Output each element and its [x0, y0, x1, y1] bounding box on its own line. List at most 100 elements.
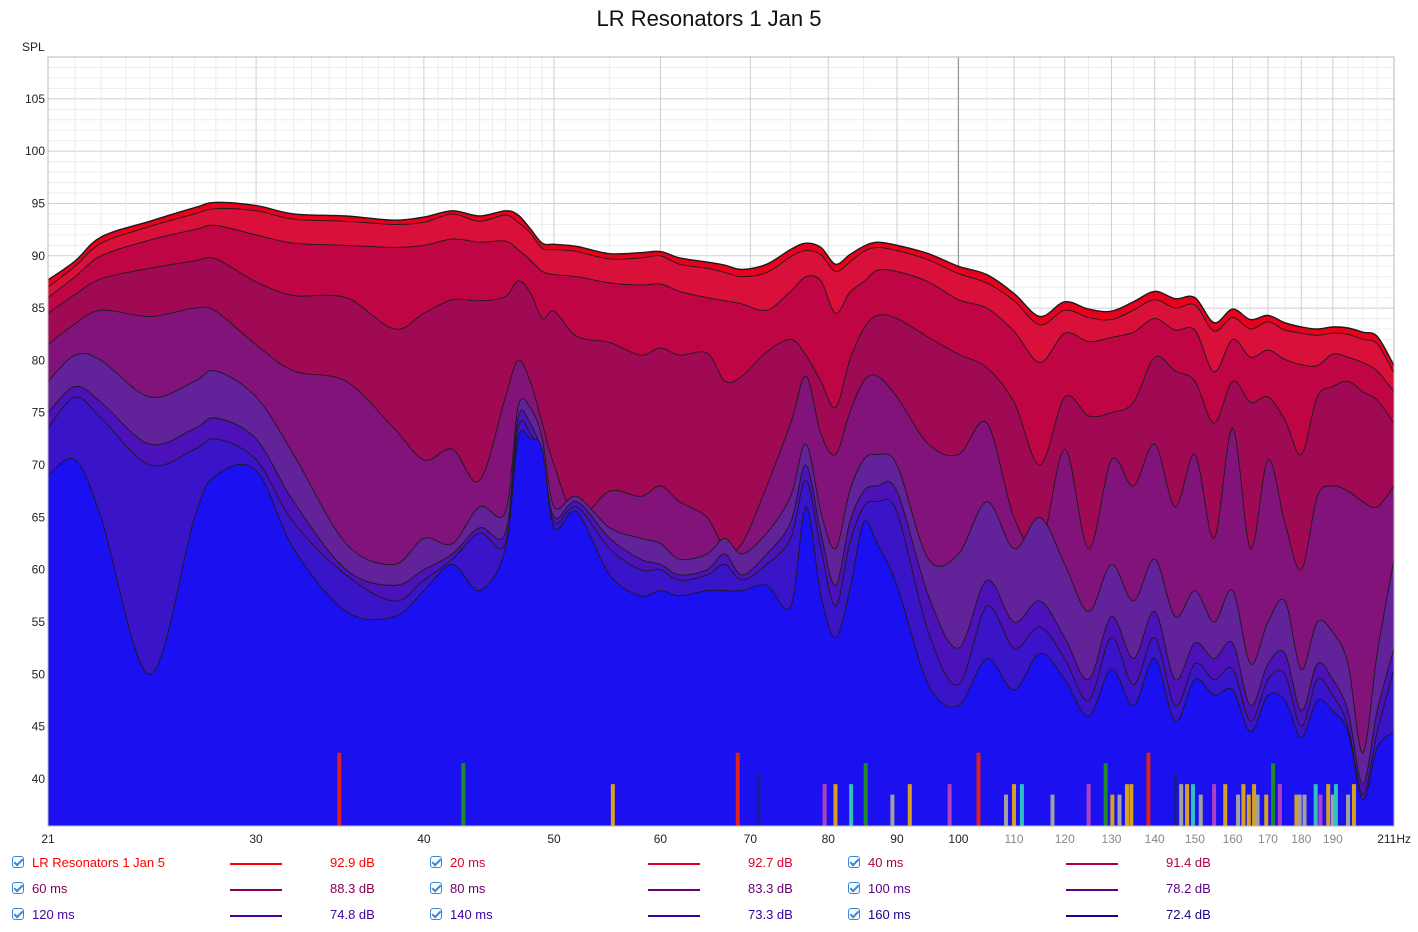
marker-24 [1173, 773, 1178, 826]
y-tick-label: 70 [32, 458, 46, 472]
series-line-8 [48, 429, 1394, 801]
y-tick-label: 75 [32, 406, 46, 420]
marker-12 [976, 752, 981, 826]
legend-item[interactable]: 40 ms 91.4 dB [848, 852, 1248, 876]
marker-31 [1236, 794, 1241, 826]
marker-10 [907, 784, 912, 826]
marker-30 [1223, 784, 1228, 826]
legend-item[interactable]: LR Resonators 1 Jan 5 92.9 dB [12, 852, 412, 876]
marker-29 [1212, 784, 1217, 826]
marker-16 [1050, 794, 1055, 826]
series-line-6 [48, 385, 1394, 785]
legend-value: 72.4 dB [1166, 907, 1211, 922]
y-tick-label: 90 [32, 249, 46, 263]
legend-checkbox[interactable] [12, 882, 24, 894]
x-tick-label: 211Hz [1377, 832, 1411, 846]
legend-checkbox[interactable] [848, 908, 860, 920]
x-tick-label: 21 [41, 832, 55, 846]
marker-28 [1198, 794, 1203, 826]
marker-26 [1185, 784, 1190, 826]
marker-15 [1019, 784, 1024, 826]
series-line-5 [48, 353, 1394, 754]
legend-series-name: 140 ms [450, 907, 493, 922]
x-tick-label: 90 [890, 832, 904, 846]
y-tick-labels: 40 45 50 55 60 65 70 75 80 85 90 95 100 105 [25, 92, 45, 786]
legend-checkbox[interactable] [848, 856, 860, 868]
y-tick-label: 80 [32, 353, 46, 367]
legend-item[interactable]: 20 ms 92.7 dB [430, 852, 830, 876]
marker-2 [610, 784, 615, 826]
marker-40 [1297, 794, 1302, 826]
legend-checkbox[interactable] [430, 856, 442, 868]
x-tick-label: 30 [249, 832, 263, 846]
series-line-2 [48, 224, 1394, 393]
marker-25 [1179, 784, 1184, 826]
marker-22 [1129, 784, 1134, 826]
series-line-4 [48, 306, 1394, 571]
legend-checkbox[interactable] [848, 882, 860, 894]
legend-series-name: 40 ms [868, 855, 904, 870]
series-line-1 [48, 208, 1394, 374]
legend-series-name: 120 ms [32, 907, 75, 922]
x-tick-label: 160 [1223, 832, 1243, 846]
spl-waterfall-chart[interactable]: 40 45 50 55 60 65 70 75 80 85 90 95 100 105 21 30 40 50 6… [0, 0, 1418, 852]
legend-value: 74.8 dB [330, 907, 375, 922]
legend-series-name: 20 ms [450, 855, 486, 870]
series-line-3 [48, 257, 1394, 466]
y-tick-label: 105 [25, 92, 45, 106]
legend-value: 83.3 dB [748, 881, 793, 896]
x-tick-label: 50 [547, 832, 561, 846]
y-tick-label: 40 [32, 772, 46, 786]
x-tick-label: 130 [1101, 832, 1121, 846]
legend-line-swatch [230, 915, 282, 917]
marker-33 [1246, 794, 1251, 826]
y-tick-label: 65 [32, 510, 46, 524]
x-tick-label: 40 [417, 832, 431, 846]
marker-13 [1004, 794, 1009, 826]
legend-checkbox[interactable] [430, 908, 442, 920]
marker-38 [1277, 784, 1282, 826]
marker-14 [1012, 784, 1017, 826]
marker-6 [833, 784, 838, 826]
x-tick-labels: 21 30 40 50 60 70 80 90 100 110 120 130 140 150 160 170… [41, 832, 1411, 846]
marker-4 [756, 773, 761, 826]
x-tick-label: 170 [1258, 832, 1278, 846]
legend-line-swatch [230, 889, 282, 891]
marker-11 [947, 784, 952, 826]
legend-checkbox[interactable] [430, 882, 442, 894]
x-tick-label: 80 [822, 832, 836, 846]
marker-0 [337, 752, 342, 826]
legend-item[interactable]: 140 ms 73.3 dB [430, 904, 830, 928]
legend-line-swatch [1066, 889, 1118, 891]
marker-21 [1124, 784, 1129, 826]
legend-line-swatch [648, 915, 700, 917]
x-tick-label: 120 [1055, 832, 1075, 846]
legend-checkbox[interactable] [12, 856, 24, 868]
legend-series-name: LR Resonators 1 Jan 5 [32, 855, 165, 870]
legend-item[interactable]: 120 ms 74.8 dB [12, 904, 412, 928]
marker-42 [1313, 784, 1318, 826]
y-axis-label: SPL [22, 40, 45, 54]
legend-line-swatch [648, 889, 700, 891]
legend-item[interactable]: 100 ms 78.2 dB [848, 878, 1248, 902]
series-areas [48, 201, 1394, 826]
marker-20 [1117, 794, 1122, 826]
legend-series-name: 80 ms [450, 881, 486, 896]
x-tick-label: 180 [1291, 832, 1311, 846]
x-tick-label: 100 [948, 832, 968, 846]
marker-34 [1252, 784, 1257, 826]
legend-value: 73.3 dB [748, 907, 793, 922]
series-line-7 [48, 396, 1394, 796]
marker-1 [461, 763, 466, 826]
legend-checkbox[interactable] [12, 908, 24, 920]
marker-3 [735, 752, 740, 826]
legend-value: 91.4 dB [1166, 855, 1211, 870]
legend: LR Resonators 1 Jan 5 92.9 dB 20 ms 92.7 dB… [0, 852, 1418, 932]
legend-item[interactable]: 160 ms 72.4 dB [848, 904, 1248, 928]
legend-item[interactable]: 80 ms 83.3 dB [430, 878, 830, 902]
plot-frame [47, 56, 1395, 827]
legend-item[interactable]: 60 ms 88.3 dB [12, 878, 412, 902]
marker-9 [890, 794, 895, 826]
legend-line-swatch [230, 863, 282, 865]
marker-23 [1146, 752, 1151, 826]
